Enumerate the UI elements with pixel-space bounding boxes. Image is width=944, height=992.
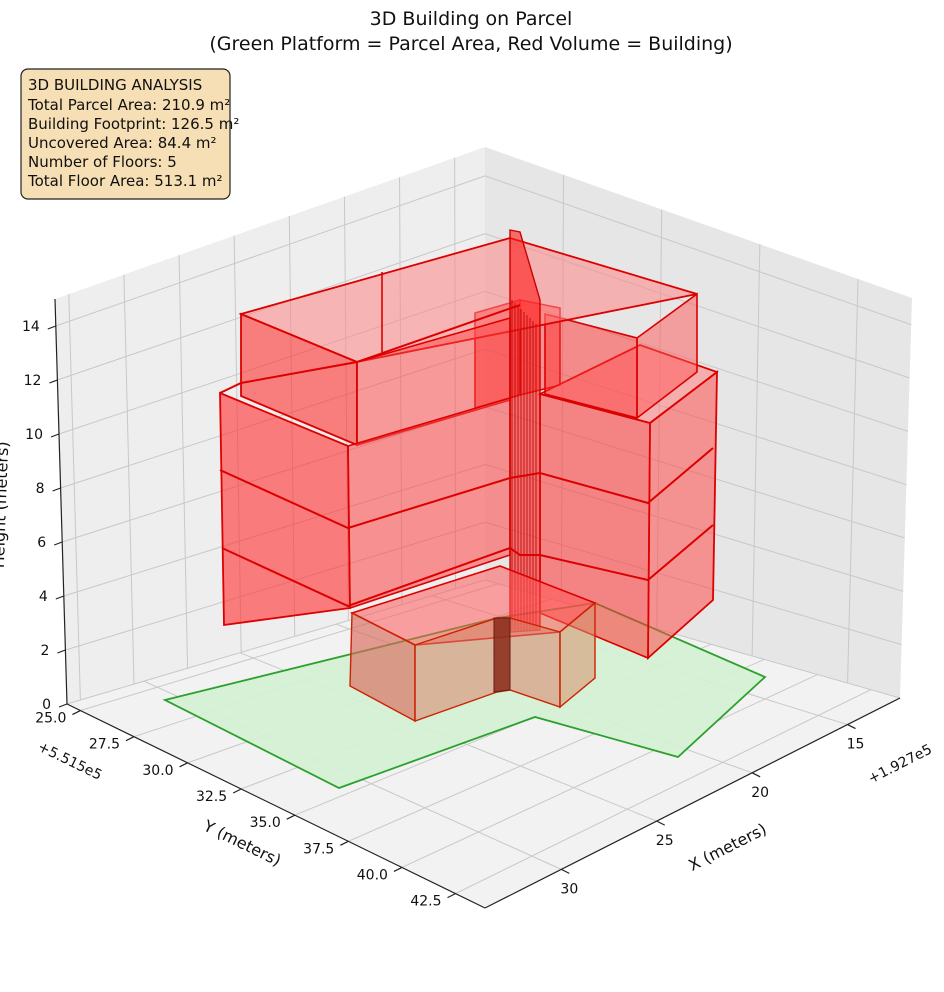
grid-line-z xyxy=(55,175,486,327)
z-tick-label: 0 xyxy=(42,697,51,713)
x-tick-mark xyxy=(656,820,665,826)
z-tick-label: 14 xyxy=(22,319,40,335)
y-tick-mark xyxy=(286,814,296,820)
x-tick-label: 20 xyxy=(751,785,769,801)
y-tick-label: 37.5 xyxy=(303,841,334,857)
y-tick-label: 27.5 xyxy=(89,737,120,753)
chart-title-line-1: 3D Building on Parcel xyxy=(370,8,573,30)
x-tick-label: 25 xyxy=(656,833,674,849)
info-box-background xyxy=(20,68,231,200)
y-tick-label: 32.5 xyxy=(196,789,227,805)
x-tick-mark xyxy=(561,868,570,874)
z-tick-mark xyxy=(50,433,60,438)
z-tick-label: 4 xyxy=(39,589,48,605)
grid-line-y xyxy=(401,674,818,868)
z-tick-mark xyxy=(49,379,58,384)
z-tick-label: 12 xyxy=(24,373,42,389)
info-box-line: Total Floor Area: 513.1 m² xyxy=(27,172,223,190)
building-floor-line-2 xyxy=(219,447,714,530)
x-tick-mark xyxy=(847,724,856,730)
grid-line-x xyxy=(847,278,859,684)
info-box-line: Uncovered Area: 84.4 m² xyxy=(28,134,217,152)
grid-line-x xyxy=(751,244,761,656)
x-axis-ticks: 15 20 25 30 xyxy=(560,724,865,897)
y-tick-mark xyxy=(125,736,135,742)
x-tick-mark xyxy=(751,772,761,778)
z-tick-label: 6 xyxy=(37,535,46,551)
building-spine xyxy=(509,229,541,633)
building-annex-core xyxy=(493,617,511,693)
y-tick-label: 35.0 xyxy=(250,815,281,831)
grid-line-y xyxy=(178,255,189,669)
x-axis-line xyxy=(484,697,901,909)
z-tick-mark xyxy=(53,541,63,546)
z-tick-mark xyxy=(52,487,61,492)
info-box-line: Building Footprint: 126.5 m² xyxy=(28,115,239,133)
info-box: 3D BUILDING ANALYSIS Total Parcel Area: … xyxy=(20,68,239,200)
building-volume xyxy=(219,229,719,723)
z-tick-mark xyxy=(47,325,57,330)
building-face-upper-right-south xyxy=(544,312,638,420)
y-tick-label: 25.0 xyxy=(35,711,66,727)
y-tick-mark xyxy=(393,866,403,872)
z-tick-label: 2 xyxy=(40,643,49,659)
y-tick-mark xyxy=(72,710,81,716)
building-roof-edge-left xyxy=(219,304,521,394)
y-tick-label: 30.0 xyxy=(142,763,173,779)
y-axis-line xyxy=(66,703,486,909)
z-tick-label: 10 xyxy=(25,427,43,443)
info-box-line: Total Parcel Area: 210.9 m² xyxy=(27,96,230,114)
z-tick-mark xyxy=(55,595,65,600)
info-box-line: Number of Floors: 5 xyxy=(28,153,177,171)
y-tick-label: 40.0 xyxy=(357,867,388,883)
x-axis-label: X (meters) xyxy=(685,819,769,875)
y-tick-mark xyxy=(340,840,349,846)
grid-line-z xyxy=(484,175,912,326)
info-box-heading: 3D BUILDING ANALYSIS xyxy=(28,76,202,94)
z-axis-ticks: 0 2 4 6 8 10 12 14 xyxy=(22,319,68,713)
z-axis-label: Height (meters) xyxy=(0,441,12,569)
axis-lines xyxy=(54,298,901,909)
grid-line-y xyxy=(68,294,81,701)
x-axis-offset-text: +1.927e5 xyxy=(866,742,935,788)
y-tick-mark xyxy=(179,762,188,768)
x-tick-label: 30 xyxy=(560,881,578,897)
z-tick-label: 8 xyxy=(36,481,45,497)
building-annex-east xyxy=(559,601,596,709)
chart-title-line-2: (Green Platform = Parcel Area, Red Volum… xyxy=(209,33,732,55)
grid-line-y xyxy=(455,689,871,895)
y-axis-ticks: 25.0 27.5 30.0 32.5 35.0 37.5 40.0 42.5 xyxy=(35,710,456,910)
z-tick-mark xyxy=(58,703,68,708)
y-tick-mark xyxy=(447,893,456,899)
y-tick-mark xyxy=(232,788,242,794)
building-floor-line-1 xyxy=(221,524,714,608)
y-tick-label: 42.5 xyxy=(410,894,441,910)
z-tick-mark xyxy=(57,649,66,654)
x-tick-label: 15 xyxy=(847,737,865,753)
grid-line-y xyxy=(123,274,135,685)
z-axis-line xyxy=(54,298,68,705)
